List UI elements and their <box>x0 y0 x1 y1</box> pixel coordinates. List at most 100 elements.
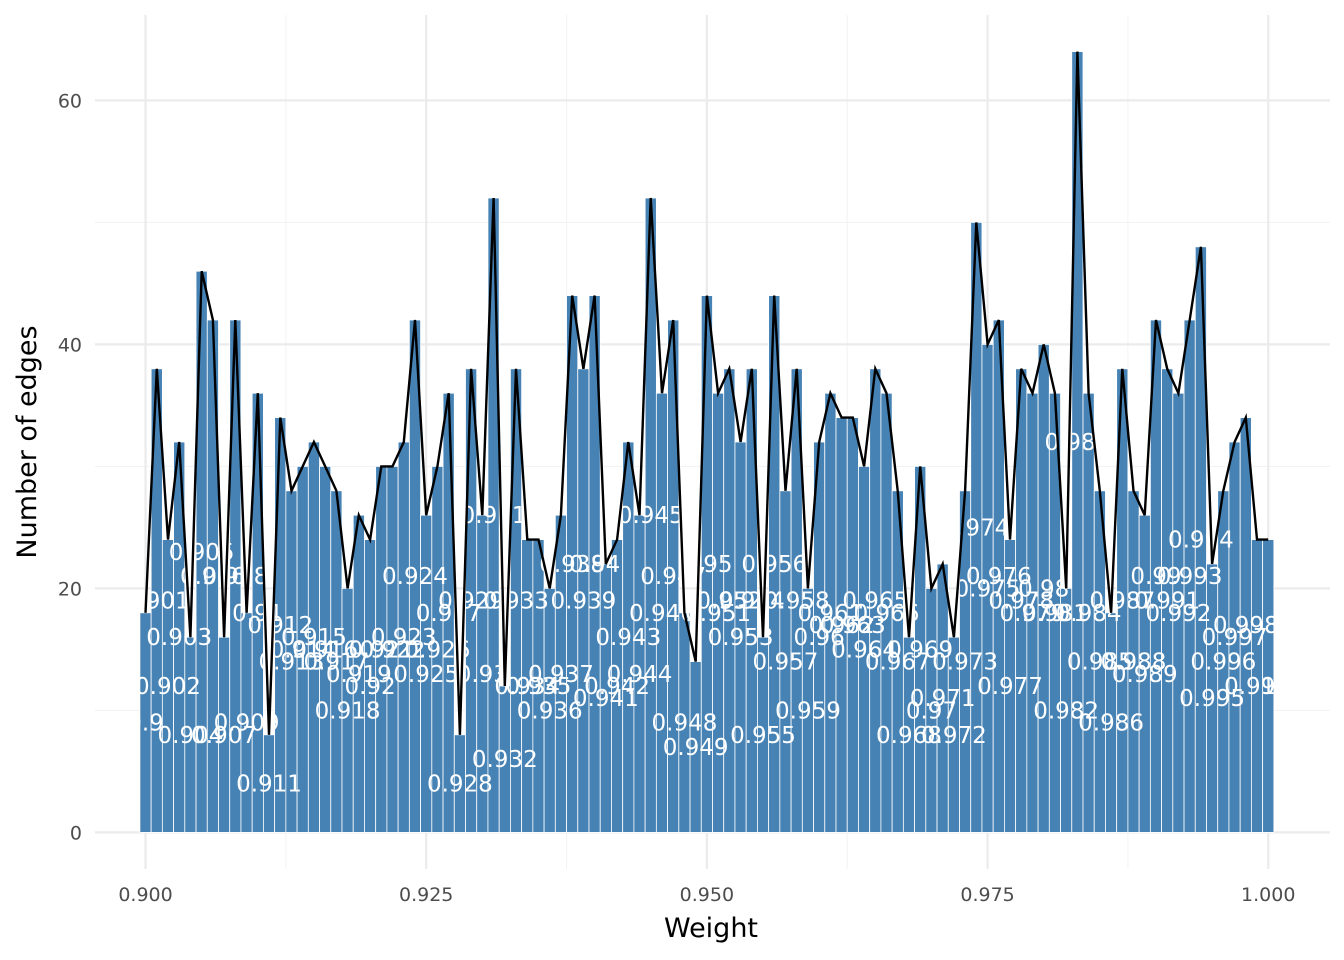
bar-value-label: 0.964 <box>831 637 897 663</box>
bar-value-label: 0.916 <box>292 637 358 663</box>
bar-value-label: 0.956 <box>741 552 807 578</box>
bar-value-label: 0.947 <box>640 564 706 590</box>
bar-value-label: 0.929 <box>438 589 504 615</box>
bar-value-label: 0.914 <box>270 637 336 663</box>
bar-value-label: 0.963 <box>820 613 886 639</box>
bar-value-label: 0.95 <box>681 552 732 578</box>
bar-value-label: 0.949 <box>663 735 729 761</box>
bar-value-label: 0.995 <box>1179 686 1245 712</box>
y-axis-ticks: 0 20 40 60 <box>58 90 82 844</box>
bar-value-label: 0.928 <box>427 772 493 798</box>
bar-value-label: 0.972 <box>921 723 987 749</box>
bar-value-label: 0.941 <box>573 686 639 712</box>
count-line <box>144 51 1269 735</box>
bar-value-label: 0.996 <box>1190 650 1256 676</box>
bar-value-label: 0.96 <box>794 625 845 651</box>
bar-value-label: 0.999 <box>1224 674 1290 700</box>
bar-value-label: 0.954 <box>719 589 785 615</box>
bar-value-label: 0.997 <box>1202 625 1268 651</box>
bar-value-label: 0.983 <box>1044 430 1110 456</box>
bar-value-label: 0.933 <box>483 589 549 615</box>
bar-value-label: 0.904 <box>158 723 224 749</box>
bar-value-label: 0.912 <box>247 613 313 639</box>
bar-value-label: 0.91 <box>232 601 283 627</box>
bar-value-labels: 0.90.9010.9020.9030.9040.9050.9060.9070.… <box>124 430 1290 798</box>
bar-value-label: 0.913 <box>259 650 325 676</box>
bar-value-label: 0.957 <box>753 650 819 676</box>
bar-value-label: 0.981 <box>1022 601 1088 627</box>
bar-value-label: 0.944 <box>607 662 673 688</box>
bar-value-label: 0.931 <box>461 503 527 529</box>
bar-value-label: 0.915 <box>281 625 347 651</box>
bar-value-label: 0.924 <box>382 564 448 590</box>
bar-value-label: 0.979 <box>1000 601 1066 627</box>
x-tick-label: 0.975 <box>960 884 1014 906</box>
y-tick-label: 40 <box>58 334 82 356</box>
bar-value-label: 0.97 <box>906 698 957 724</box>
bar-value-label: 0.943 <box>595 625 661 651</box>
histogram-bar <box>1262 539 1275 833</box>
bar-value-label: 0.993 <box>1157 564 1223 590</box>
bar-value-label: 0.937 <box>528 662 594 688</box>
bar-value-label: 0.988 <box>1101 650 1167 676</box>
bar-value-label: 0.977 <box>977 674 1043 700</box>
y-tick-label: 20 <box>58 578 82 600</box>
y-tick-label: 60 <box>58 90 82 112</box>
bar-value-label: 0.936 <box>517 698 583 724</box>
bar-value-label: 0.969 <box>887 637 953 663</box>
bar-value-label: 0.994 <box>1168 528 1234 554</box>
bar-value-label: 0.974 <box>943 515 1009 541</box>
bar-value-label: 0.952 <box>696 589 762 615</box>
bar-value-label: 0.901 <box>124 589 190 615</box>
bar-value-label: 0.958 <box>764 589 830 615</box>
bar-value-label: 0.975 <box>955 576 1021 602</box>
bar-value-label: 0.982 <box>1033 698 1099 724</box>
bar-value-label: 0.955 <box>730 723 796 749</box>
bar-value-label: 0.903 <box>146 625 212 651</box>
bar-value-label: 0.932 <box>472 747 538 773</box>
bar-value-label: 0.942 <box>584 674 650 700</box>
bar-value-label: 0.938 <box>539 552 605 578</box>
bar-value-label: 0.902 <box>135 674 201 700</box>
bar-value-label: 0.939 <box>550 589 616 615</box>
bar-value-label: 0.987 <box>1089 589 1155 615</box>
bar-value-label: 0.92 <box>344 674 395 700</box>
bar-value-label: 0.927 <box>416 601 482 627</box>
y-axis-title: Number of edges <box>12 325 43 558</box>
bar-value-label: 0.976 <box>966 564 1032 590</box>
bar-value-label: 0.992 <box>1146 601 1212 627</box>
bar-value-label: 0.94 <box>569 552 620 578</box>
bar-value-label: 0.945 <box>618 503 684 529</box>
bar-value-label: 0.968 <box>876 723 942 749</box>
bar-value-label: 0.973 <box>932 650 998 676</box>
bar-value-label: 0.961 <box>797 601 863 627</box>
x-tick-label: 1.000 <box>1241 884 1295 906</box>
bar-value-label: 0.978 <box>988 589 1054 615</box>
bar-value-label: 0.905 <box>169 540 235 566</box>
x-tick-label: 0.950 <box>680 884 734 906</box>
bar-value-label: 0.998 <box>1213 613 1279 639</box>
bar-value-label: 0.9 <box>127 711 164 737</box>
bar-value-label: 0.971 <box>910 686 976 712</box>
bar-value-label: 0.911 <box>236 772 302 798</box>
y-tick-label: 0 <box>70 822 82 844</box>
x-axis-title: Weight <box>664 913 758 944</box>
bar-value-label: 0.985 <box>1067 650 1133 676</box>
bar-value-label: 0.99 <box>1130 564 1181 590</box>
bar-value-label: 0.986 <box>1078 711 1144 737</box>
bar-value-label: 1 <box>1261 674 1276 700</box>
bar-value-label: 0.935 <box>506 674 572 700</box>
x-tick-label: 0.925 <box>399 884 453 906</box>
count-line-overlay <box>144 51 1269 735</box>
bar-value-label: 0.917 <box>303 650 369 676</box>
bar-value-label: 0.98 <box>1018 576 1069 602</box>
bar-value-label: 0.919 <box>326 662 392 688</box>
bar-value-label: 0.991 <box>1134 589 1200 615</box>
bar-value-label: 0.925 <box>393 662 459 688</box>
bar-value-label: 0.923 <box>371 625 437 651</box>
bar-value-label: 0.921 <box>348 637 414 663</box>
bar-value-label: 0.948 <box>652 711 718 737</box>
bar-value-label: 0.922 <box>360 637 426 663</box>
bar-value-label: 0.926 <box>405 637 471 663</box>
